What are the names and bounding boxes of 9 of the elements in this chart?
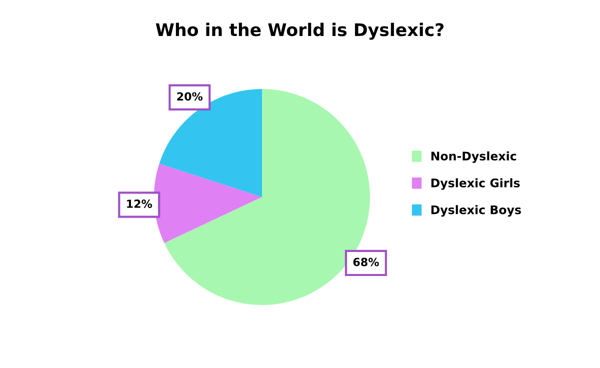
pie-slice	[159, 89, 262, 197]
legend-label: Non-Dyslexic	[431, 151, 516, 163]
data-label: 12%	[127, 200, 152, 208]
chart-title: Who in the World is Dyslexic?	[156, 22, 444, 40]
pie-slice	[154, 164, 262, 243]
data-label: 20%	[177, 92, 203, 101]
legend-label: Dyslexic Girls	[431, 178, 520, 190]
data-label: 68%	[353, 258, 379, 266]
legend-label: Dyslexic Boys	[431, 205, 521, 217]
